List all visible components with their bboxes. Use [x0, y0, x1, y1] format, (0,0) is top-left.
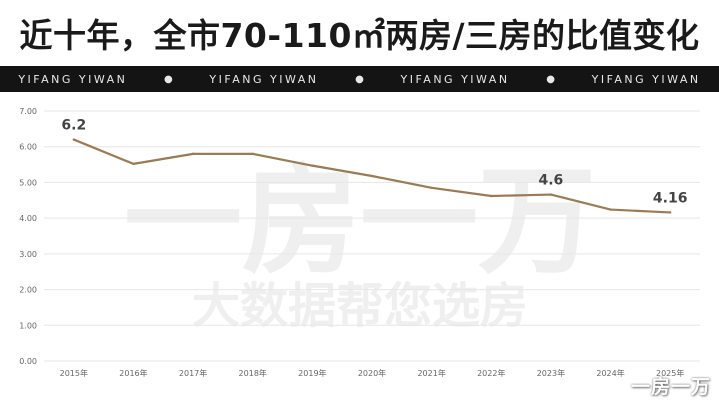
banner-text: YIFANG YIWAN	[591, 72, 701, 86]
data-label: 6.2	[61, 118, 86, 134]
y-tick-label: 3.00	[19, 250, 37, 259]
data-point	[370, 174, 374, 178]
page-title: 近十年，全市70-110㎡两房/三房的比值变化	[19, 16, 700, 55]
banner-dot-icon: ●	[355, 73, 364, 85]
y-tick-label: 1.00	[19, 321, 37, 330]
y-axis-ticks: 0.00 1.00 2.00 3.00 4.00 5.00 6.00 7.00	[19, 107, 37, 366]
grid-layer	[44, 110, 700, 362]
x-tick-label: 2021年	[417, 368, 445, 378]
x-axis-ticks: 2015年 2016年 2017年 2018年 2019年 2020年 2021年 2022年…	[60, 368, 685, 378]
y-tick-label: 6.00	[19, 143, 37, 152]
x-tick-label: 2018年	[239, 368, 267, 378]
watermark-sub-text: 大数据帮您选房	[192, 278, 528, 334]
chart-area: 一房一万 大数据帮您选房 0.00 1.00 2.00 3.00 4.00 5.00 6.0…	[0, 92, 719, 403]
x-tick-label: 2022年	[477, 368, 505, 378]
data-point	[72, 138, 76, 141]
data-label: 4.16	[653, 190, 688, 206]
x-tick-label: 2015年	[60, 368, 88, 378]
y-tick-label: 7.00	[19, 107, 37, 116]
data-point	[191, 152, 195, 156]
title-bar: 近十年，全市70-110㎡两房/三房的比值变化	[0, 0, 719, 66]
banner-text: YIFANG YIWAN	[209, 72, 319, 86]
data-point	[490, 194, 493, 198]
x-tick-label: 2023年	[537, 368, 565, 378]
y-tick-label: 4.00	[19, 214, 37, 223]
brand-banner: YIFANG YIWAN ● YIFANG YIWAN ● YIFANG YIW…	[0, 66, 719, 92]
data-point	[430, 186, 433, 189]
data-point	[668, 211, 672, 214]
banner-dot-icon: ●	[546, 73, 555, 85]
data-label: 4.6	[539, 173, 564, 189]
x-tick-label: 2017年	[179, 368, 207, 378]
data-label-layer: 6.2 4.6 4.16	[61, 118, 687, 207]
watermark-big-text: 一房一万	[124, 152, 596, 290]
data-point	[251, 152, 254, 156]
data-point	[132, 162, 135, 166]
banner-dot-icon: ●	[164, 73, 173, 85]
x-tick-label: 2024年	[596, 368, 624, 378]
y-tick-label: 0.00	[19, 357, 37, 366]
line-chart: 一房一万 大数据帮您选房 0.00 1.00 2.00 3.00 4.00 5.00 6.0…	[19, 107, 700, 378]
x-tick-label: 2019年	[298, 368, 326, 378]
y-tick-label: 5.00	[19, 178, 37, 187]
corner-watermark: 一房一万	[630, 376, 711, 398]
x-tick-label: 2016年	[119, 368, 147, 378]
data-point	[549, 193, 553, 196]
data-point	[311, 164, 314, 167]
banner-text: YIFANG YIWAN	[18, 72, 128, 86]
data-point	[609, 208, 612, 211]
x-tick-label: 2020年	[358, 368, 386, 378]
y-tick-label: 2.00	[19, 286, 37, 295]
banner-text: YIFANG YIWAN	[400, 72, 510, 86]
series-layer	[72, 138, 672, 214]
x-tick-label: 2025年	[656, 368, 684, 378]
watermark-layer: 一房一万 大数据帮您选房	[124, 152, 596, 334]
